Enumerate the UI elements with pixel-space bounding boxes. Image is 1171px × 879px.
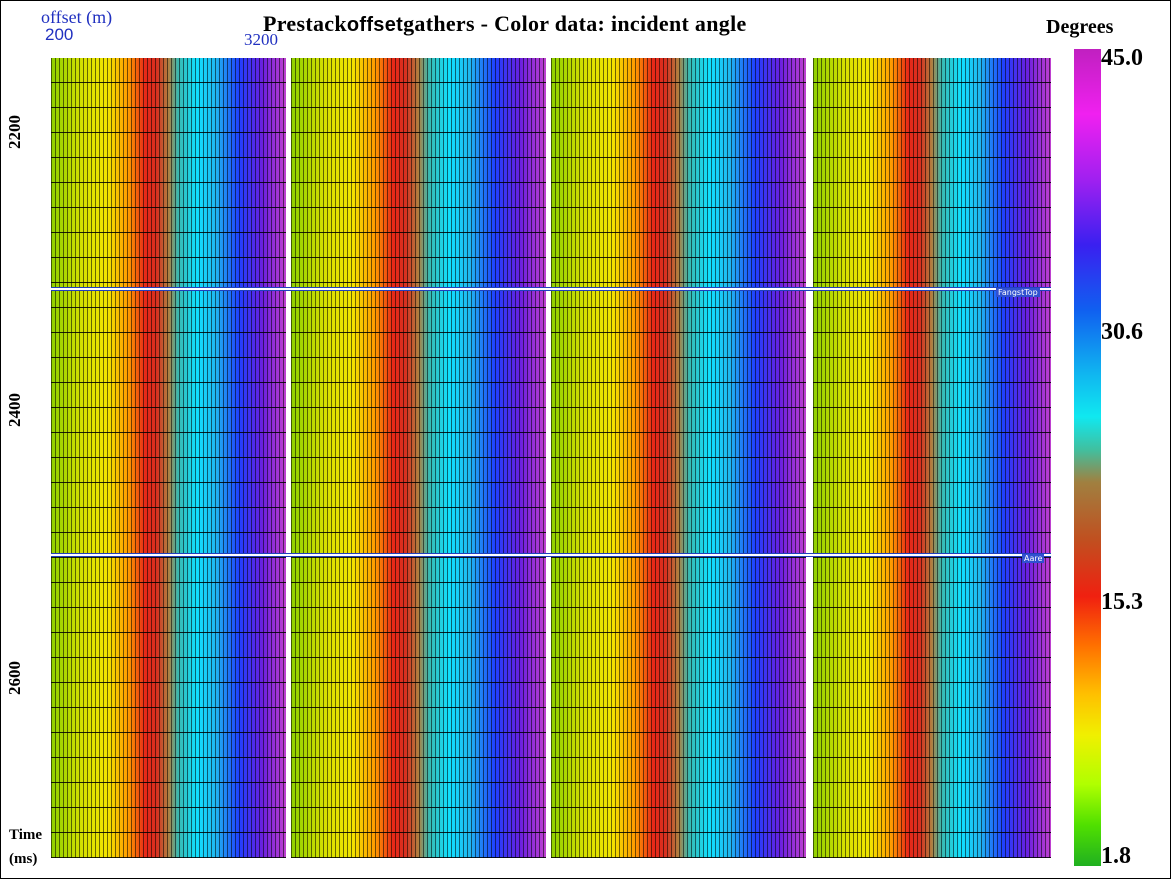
gather-panel <box>291 58 546 858</box>
time-tick: 2200 <box>5 115 25 149</box>
title-suffix: gathers - Color data: incident angle <box>403 11 746 36</box>
time-tick: 2600 <box>5 661 25 695</box>
horizon-line <box>51 553 1051 557</box>
gather-panel <box>813 58 1051 858</box>
title: Prestackoffsetgathers - Color data: inci… <box>263 11 747 37</box>
horizon-label: FangstTop <box>996 288 1040 297</box>
title-emphasis: offset <box>347 14 403 36</box>
colorbar-tick: 30.6 <box>1101 319 1143 346</box>
time-tick: 2400 <box>5 393 25 427</box>
offset-tick: 3200 <box>244 30 278 50</box>
seismic-display: Prestackoffsetgathers - Color data: inci… <box>0 0 1171 879</box>
gather-panel <box>551 58 806 858</box>
colorbar-tick: 15.3 <box>1101 589 1143 616</box>
colorbar-tick: 1.8 <box>1101 843 1131 870</box>
colorbar-title: Degrees <box>1046 16 1113 39</box>
horizon-line <box>51 287 1051 291</box>
time-label: Time <box>9 827 42 844</box>
time-unit: (ms) <box>9 851 37 868</box>
colorbar-tick: 45.0 <box>1101 45 1143 72</box>
gather-panel <box>51 58 286 858</box>
colorbar <box>1074 49 1101 866</box>
horizon-label: Aare <box>1022 554 1044 563</box>
offset-tick: 200 <box>45 25 73 45</box>
